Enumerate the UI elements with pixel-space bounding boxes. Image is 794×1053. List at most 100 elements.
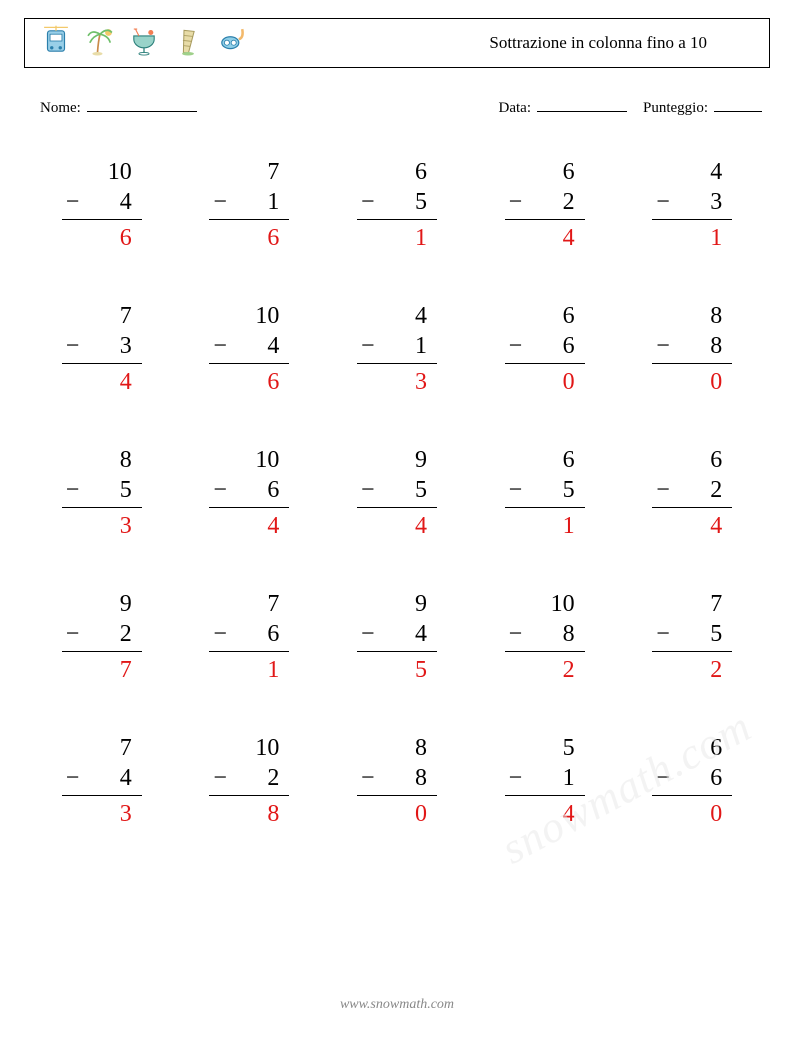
subtrahend: 4 (79, 763, 131, 793)
answer: 5 (357, 652, 437, 685)
subtrahend: 6 (227, 475, 279, 505)
subtrahend: 8 (670, 331, 722, 361)
answer: 0 (357, 796, 437, 829)
minuend: 7 (62, 733, 142, 763)
answer: 7 (62, 652, 142, 685)
subtrahend: 1 (375, 331, 427, 361)
subtrahend: 4 (375, 619, 427, 649)
subtraction-row: −2 (652, 475, 732, 508)
minuend: 6 (652, 445, 732, 475)
minuend: 6 (505, 445, 585, 475)
minus-sign: − (505, 187, 523, 217)
subtrahend: 3 (670, 187, 722, 217)
subtrahend: 5 (375, 475, 427, 505)
problem: 8−53 (62, 445, 142, 541)
minuend: 6 (505, 157, 585, 187)
minus-sign: − (62, 619, 80, 649)
problem: 6−60 (652, 733, 732, 829)
minuend: 9 (62, 589, 142, 619)
subtrahend: 2 (522, 187, 574, 217)
minus-sign: − (357, 763, 375, 793)
minuend: 4 (357, 301, 437, 331)
subtrahend: 5 (79, 475, 131, 505)
problem: 7−34 (62, 301, 142, 397)
problem: 9−27 (62, 589, 142, 685)
minuend: 8 (652, 301, 732, 331)
minus-sign: − (357, 331, 375, 361)
answer: 0 (652, 364, 732, 397)
problem: 8−80 (357, 733, 437, 829)
subtraction-row: −5 (505, 475, 585, 508)
answer: 4 (209, 508, 289, 541)
date-score-group: Data: Punteggio: (499, 96, 763, 117)
subtrahend: 1 (227, 187, 279, 217)
date-field: Data: (499, 96, 627, 117)
minuend: 9 (357, 445, 437, 475)
header-icons (39, 24, 249, 63)
minus-sign: − (62, 763, 80, 793)
cocktail-icon (127, 24, 161, 63)
answer: 4 (357, 508, 437, 541)
subtrahend: 1 (522, 763, 574, 793)
subtraction-row: −8 (652, 331, 732, 364)
answer: 4 (505, 220, 585, 253)
score-label: Punteggio: (643, 100, 708, 117)
minuend: 7 (652, 589, 732, 619)
tram-icon (39, 24, 73, 63)
minuend: 10 (209, 301, 289, 331)
minus-sign: − (209, 187, 227, 217)
score-field: Punteggio: (643, 96, 762, 117)
subtraction-row: −6 (505, 331, 585, 364)
answer: 0 (652, 796, 732, 829)
problem: 10−64 (209, 445, 289, 541)
problem: 7−43 (62, 733, 142, 829)
answer: 6 (62, 220, 142, 253)
subtrahend: 6 (522, 331, 574, 361)
problem: 10−28 (209, 733, 289, 829)
date-underline (537, 96, 627, 112)
minuend: 8 (62, 445, 142, 475)
minus-sign: − (505, 475, 523, 505)
problem: 9−54 (357, 445, 437, 541)
subtraction-row: −5 (62, 475, 142, 508)
minus-sign: − (209, 619, 227, 649)
score-underline (714, 96, 762, 112)
subtraction-row: −6 (209, 619, 289, 652)
problem: 7−52 (652, 589, 732, 685)
subtraction-row: −4 (357, 619, 437, 652)
problem: 6−24 (505, 157, 585, 253)
minuend: 6 (652, 733, 732, 763)
minuend: 5 (505, 733, 585, 763)
answer: 2 (652, 652, 732, 685)
problem: 6−51 (505, 445, 585, 541)
minus-sign: − (652, 763, 670, 793)
minus-sign: − (505, 619, 523, 649)
minuend: 7 (62, 301, 142, 331)
subtrahend: 8 (522, 619, 574, 649)
answer: 1 (652, 220, 732, 253)
minus-sign: − (505, 331, 523, 361)
answer: 3 (62, 796, 142, 829)
minuend: 10 (209, 445, 289, 475)
subtrahend: 2 (79, 619, 131, 649)
answer: 6 (209, 364, 289, 397)
answer: 4 (62, 364, 142, 397)
subtrahend: 3 (79, 331, 131, 361)
minuend: 10 (62, 157, 142, 187)
answer: 3 (62, 508, 142, 541)
minus-sign: − (62, 475, 80, 505)
minuend: 8 (357, 733, 437, 763)
subtraction-row: −1 (505, 763, 585, 796)
minuend: 6 (357, 157, 437, 187)
answer: 4 (652, 508, 732, 541)
subtraction-row: −5 (357, 475, 437, 508)
minuend: 7 (209, 157, 289, 187)
subtrahend: 5 (375, 187, 427, 217)
problem: 10−46 (62, 157, 142, 253)
answer: 4 (505, 796, 585, 829)
subtrahend: 5 (522, 475, 574, 505)
problems-grid: 10−467−166−516−244−317−3410−464−136−608−… (24, 157, 770, 829)
subtraction-row: −4 (209, 331, 289, 364)
minus-sign: − (652, 475, 670, 505)
minus-sign: − (357, 619, 375, 649)
